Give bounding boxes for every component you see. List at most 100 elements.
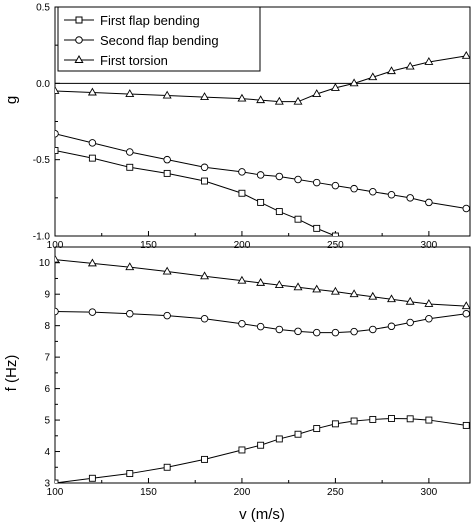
triangle-marker (293, 282, 303, 291)
top-panel-g-vs-v: 100 150 200 250 300 -1.0 -0.5 0.0 0.5 (33, 3, 471, 251)
square-marker (406, 415, 414, 423)
series-second-flap-bending (55, 129, 470, 213)
square-marker (55, 479, 59, 483)
square-marker (388, 415, 395, 422)
y-tick-label: 8 (44, 321, 50, 332)
series-first-torsion (55, 254, 470, 310)
circle-marker (462, 309, 470, 318)
circle-marker (294, 327, 302, 336)
series-first-torsion (55, 50, 470, 105)
series-line (55, 150, 336, 236)
circle-marker (462, 204, 470, 213)
x-axis-title: v (m/s) (239, 506, 285, 523)
triangle-marker (312, 284, 322, 293)
square-marker (425, 416, 433, 424)
square-marker (238, 189, 246, 197)
triangle-marker (349, 289, 359, 298)
square-marker (350, 417, 358, 425)
legend-label-second-flap-bending: Second flap bending (100, 33, 219, 48)
y-tick-label: 9 (44, 290, 50, 301)
circle-marker (126, 309, 134, 318)
y-tick-label: -0.5 (33, 155, 51, 166)
circle-marker (369, 325, 377, 334)
square-marker (257, 198, 265, 206)
triangle-marker (237, 275, 247, 284)
square-marker (55, 147, 59, 154)
triangle-marker (293, 96, 303, 105)
triangle-marker (387, 294, 396, 303)
triangle-marker (162, 90, 172, 99)
legend-entry-first-torsion: First torsion (64, 53, 168, 68)
y-tick-label: -1.0 (33, 232, 51, 243)
triangle-marker (274, 96, 284, 105)
circle-marker (406, 318, 414, 327)
circle-marker (369, 187, 377, 196)
circle-marker (256, 171, 265, 179)
series-second-flap-bending (55, 307, 470, 337)
x-tick-label: 100 (47, 240, 64, 251)
y-tick-label: 10 (39, 258, 51, 269)
triangle-marker (330, 286, 340, 295)
triangle-marker (405, 61, 415, 70)
legend-entry-first-flap-bending: First flap bending (64, 13, 200, 28)
circle-marker (425, 198, 433, 207)
triangle-marker (424, 299, 434, 307)
square-marker (201, 177, 208, 185)
plot-frame (54, 246, 471, 484)
triangle-marker (349, 78, 359, 87)
circle-marker (55, 307, 59, 316)
x-tick-label: 200 (234, 487, 251, 498)
square-marker (201, 455, 208, 463)
top-y-axis-title: g (3, 96, 20, 104)
x-tick-label: 100 (47, 487, 64, 498)
y-tick-label: 7 (44, 353, 50, 364)
x-tick-label: 150 (140, 487, 157, 498)
y-tick-label: 6 (44, 384, 50, 395)
square-marker (126, 470, 134, 478)
triangle-marker (274, 280, 284, 289)
triangle-marker (461, 301, 470, 310)
legend-circle-marker-icon (75, 36, 83, 44)
triangle-marker (424, 57, 434, 65)
circle-marker (387, 322, 396, 331)
series-first-flap-bending (55, 415, 470, 483)
square-marker (331, 232, 339, 236)
circle-marker (312, 328, 321, 337)
x-tick-label: 300 (421, 487, 438, 498)
triangle-marker (162, 266, 172, 275)
x-tick-label: 150 (140, 240, 157, 251)
circle-marker (275, 172, 284, 181)
square-marker (238, 446, 246, 454)
square-marker (163, 463, 171, 471)
circle-marker (350, 327, 358, 336)
square-marker (331, 420, 339, 428)
legend: First flap bending Second flap bending F… (57, 6, 261, 72)
circle-marker (294, 175, 302, 184)
circle-marker (387, 191, 396, 199)
circle-marker (238, 168, 246, 176)
x-tick-label: 200 (234, 240, 251, 251)
circle-marker (238, 320, 246, 328)
square-marker (88, 474, 96, 482)
square-marker (88, 154, 96, 162)
legend-triangle-marker-icon (74, 54, 84, 63)
triangle-marker (55, 86, 60, 94)
square-marker (462, 421, 470, 429)
triangle-marker (312, 89, 322, 97)
x-tick-label: 250 (327, 240, 344, 251)
square-marker (257, 441, 265, 449)
series-line (55, 417, 467, 483)
triangle-marker (405, 296, 415, 305)
x-tick-label: 250 (327, 487, 344, 498)
triangle-marker (387, 66, 396, 75)
square-marker (294, 215, 302, 223)
circle-marker (126, 148, 134, 156)
triangle-marker (330, 83, 340, 91)
circle-marker (256, 322, 265, 331)
triangle-marker (368, 291, 378, 300)
y-tick-label: 0.5 (36, 3, 50, 14)
circle-marker (331, 181, 340, 190)
square-marker (369, 415, 377, 423)
series-first-flap-bending (55, 147, 339, 236)
